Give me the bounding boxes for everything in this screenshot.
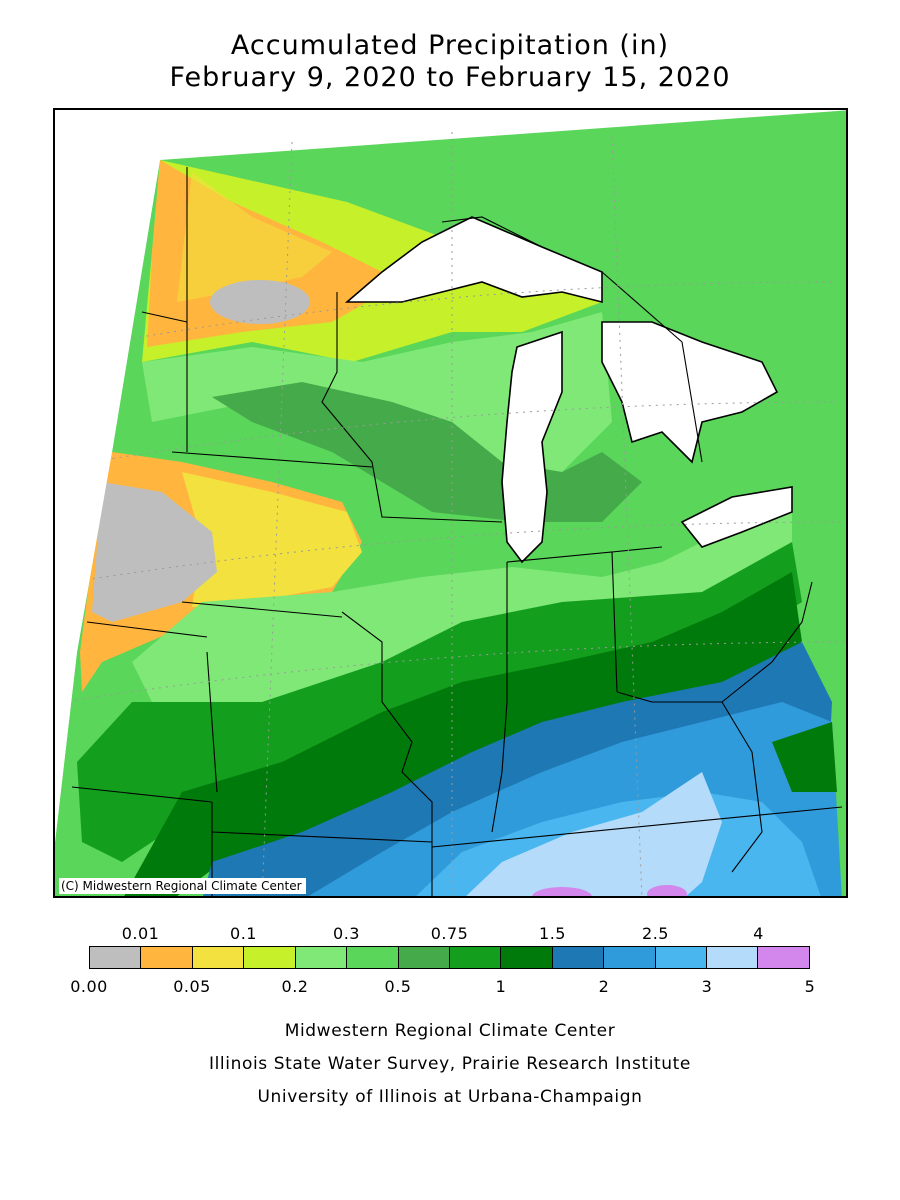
lake-erie — [680, 486, 793, 548]
legend-label-bottom: 0.2 — [281, 977, 309, 996]
legend-label-bottom: 1 — [495, 977, 507, 996]
lake-michigan — [501, 330, 563, 564]
legend-swatch — [604, 947, 656, 968]
color-legend — [89, 946, 810, 969]
legend-label-top: 0.3 — [333, 924, 360, 943]
map-date-range: February 9, 2020 to February 15, 2020 — [169, 62, 731, 93]
graticule — [61, 132, 846, 896]
legend-label-bottom: 2 — [598, 977, 610, 996]
legend-swatch — [90, 947, 142, 968]
legend-label-top: 4 — [753, 924, 764, 943]
legend-swatch — [141, 947, 193, 968]
legend-label-bottom: 5 — [804, 977, 816, 996]
legend-swatch — [707, 947, 759, 968]
precipitation-map: (C) Midwestern Regional Climate Center — [53, 108, 848, 898]
great-lakes — [344, 216, 793, 564]
legend-swatch — [295, 947, 348, 968]
legend-label-bottom: 0.05 — [173, 977, 211, 996]
legend-label-bottom: 0.5 — [384, 977, 412, 996]
legend-label-top: 2.5 — [642, 924, 669, 943]
map-title: Accumulated Precipitation (in) — [230, 30, 670, 61]
legend-swatch — [244, 947, 296, 968]
legend-swatch — [552, 947, 605, 968]
legend-label-bottom: 3 — [701, 977, 713, 996]
copyright-label: (C) Midwestern Regional Climate Center — [59, 878, 306, 894]
legend-label-top: 0.01 — [121, 924, 160, 943]
lake-huron — [601, 321, 779, 464]
legend-label-top: 0.1 — [230, 924, 257, 943]
legend-swatch — [449, 947, 502, 968]
lake-superior — [344, 216, 603, 304]
legend-swatch — [758, 947, 809, 968]
legend-label-bottom: 0.00 — [70, 977, 108, 996]
legend-swatch — [655, 947, 708, 968]
legend-label-top: 0.75 — [430, 924, 469, 943]
legend-swatch — [192, 947, 245, 968]
map-canvas — [55, 110, 846, 896]
legend-swatch — [501, 947, 553, 968]
legend-swatch — [398, 947, 450, 968]
legend-swatch — [347, 947, 399, 968]
legend-label-top: 1.5 — [539, 924, 566, 943]
credit-line-2: Illinois State Water Survey, Prairie Res… — [209, 1054, 691, 1074]
credit-line-1: Midwestern Regional Climate Center — [284, 1021, 616, 1041]
credit-line-3: University of Illinois at Urbana-Champai… — [257, 1087, 643, 1107]
